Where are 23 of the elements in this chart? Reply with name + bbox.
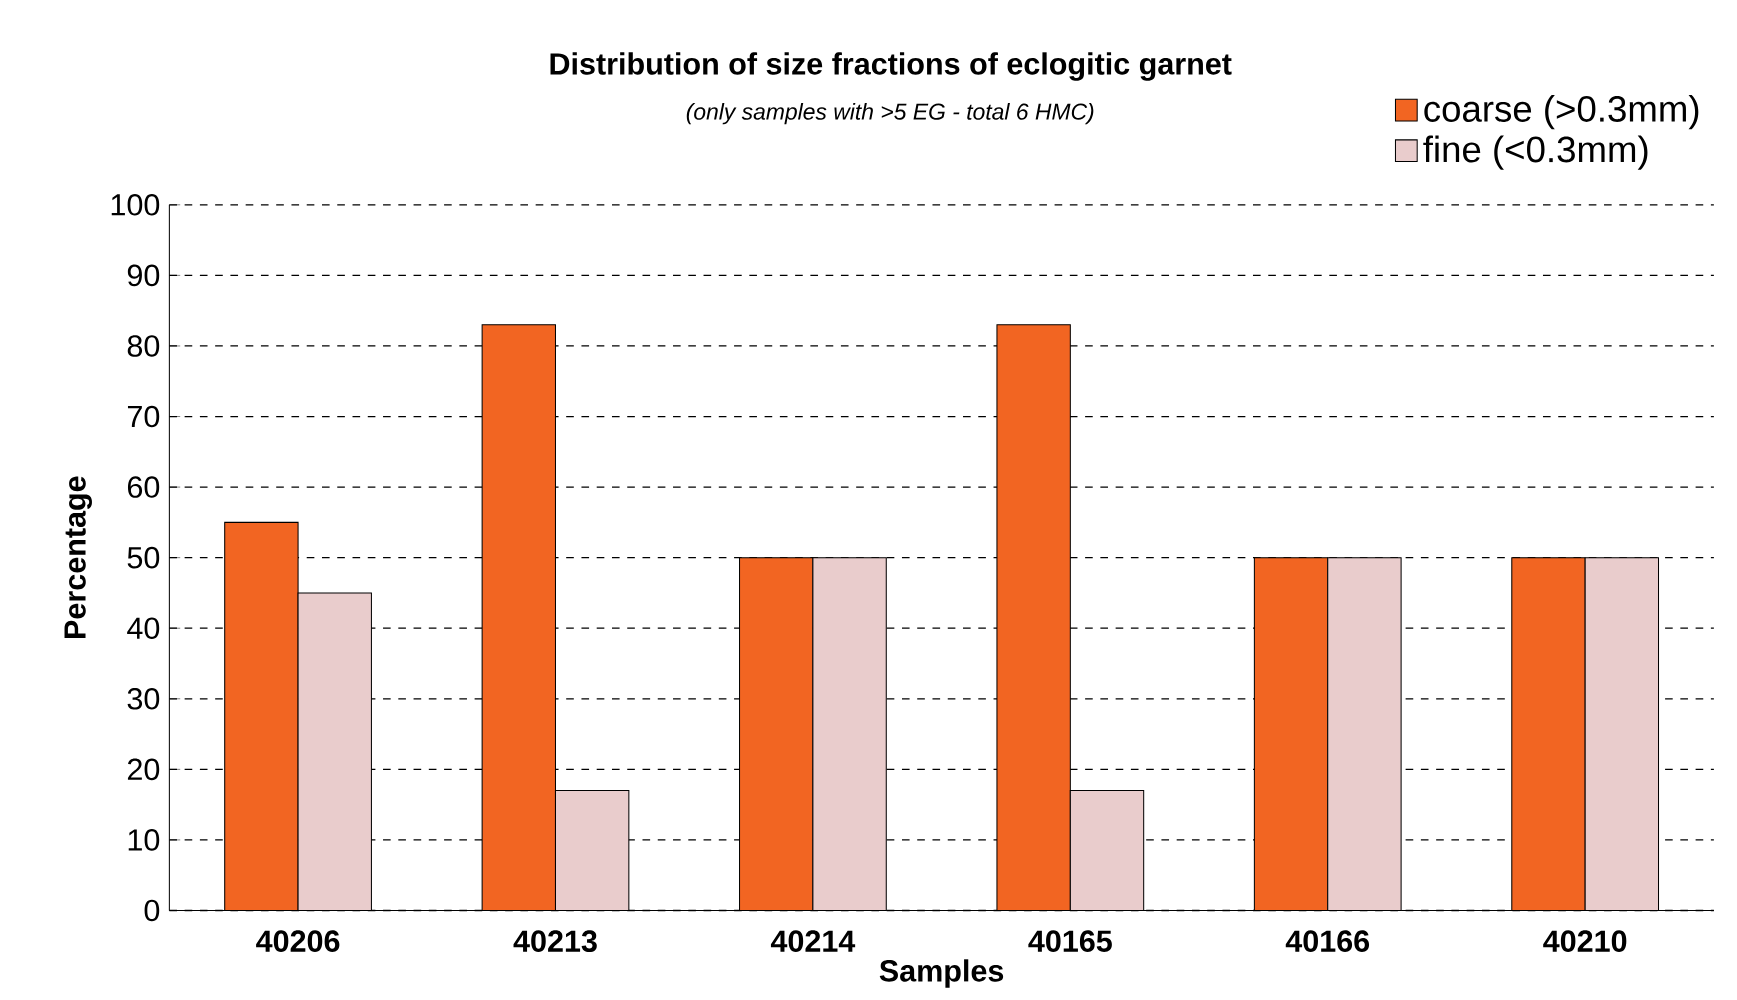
x-tick-label: 40165 — [1028, 930, 1112, 952]
y-tick-label: 50 — [127, 546, 160, 569]
y-tick-label: 60 — [127, 476, 160, 498]
x-tick-label: 40210 — [1543, 930, 1627, 952]
y-tick-label: 70 — [127, 405, 160, 428]
y-tick-label: 40 — [127, 617, 160, 639]
x-tick-label: 40206 — [256, 930, 340, 952]
y-axis-title: Percentage — [64, 476, 92, 638]
x-tick-label: 40213 — [513, 930, 597, 952]
chart-subtitle: (only samples with >5 EG - total 6 HMC) — [686, 102, 1094, 125]
legend-label: fine (<0.3mm) — [1423, 135, 1648, 170]
x-axis-title: Samples — [879, 959, 1004, 988]
x-tick-label: 40214 — [770, 930, 856, 952]
y-tick-label: 30 — [127, 687, 160, 710]
x-tick-label: 40166 — [1285, 930, 1370, 952]
y-tick-label: 90 — [127, 264, 160, 287]
y-tick-label: 20 — [127, 758, 160, 781]
y-tick-label: 100 — [111, 193, 160, 216]
legend-label: coarse (>0.3mm) — [1424, 94, 1699, 130]
chart-title: Distribution of size fractions of eclogitic garnet — [550, 52, 1232, 81]
y-tick-label: 10 — [128, 829, 160, 851]
y-tick-label: 0 — [144, 899, 160, 922]
y-tick-label: 80 — [127, 335, 160, 357]
